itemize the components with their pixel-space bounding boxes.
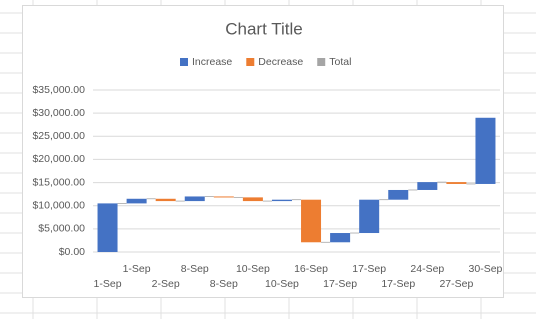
bar <box>417 182 438 190</box>
y-tick-label: $25,000.00 <box>32 130 85 142</box>
x-tick-label: 30-Sep <box>469 263 503 275</box>
x-tick-label: 10-Sep <box>265 278 299 290</box>
y-tick-label: $20,000.00 <box>32 153 85 165</box>
legend-swatch <box>180 58 188 66</box>
x-tick-label: 2-Sep <box>152 278 180 290</box>
bar <box>475 117 496 184</box>
y-tick-label: $35,000.00 <box>32 84 85 96</box>
legend-label: Total <box>329 56 351 68</box>
bar <box>97 203 118 252</box>
bar <box>155 198 176 202</box>
bar <box>213 196 234 198</box>
x-tick-label: 8-Sep <box>210 278 238 290</box>
y-tick-label: $15,000.00 <box>32 176 85 188</box>
bar <box>388 189 409 200</box>
legend-swatch <box>246 58 255 66</box>
legend-label: Increase <box>192 56 232 68</box>
legend-swatch <box>317 58 326 66</box>
x-tick-label: 17-Sep <box>381 278 415 290</box>
x-tick-label: 17-Sep <box>352 263 386 275</box>
bar <box>271 199 292 202</box>
x-tick-label: 8-Sep <box>181 263 209 275</box>
y-tick-label: $5,000.00 <box>38 223 85 235</box>
x-tick-label: 1-Sep <box>123 263 151 275</box>
chart-area[interactable] <box>22 5 504 298</box>
bar <box>184 196 205 202</box>
x-tick-label: 16-Sep <box>294 263 328 275</box>
x-tick-label: 27-Sep <box>439 278 473 290</box>
x-tick-label: 1-Sep <box>94 278 122 290</box>
bar <box>446 182 467 184</box>
y-tick-label: $10,000.00 <box>32 199 85 211</box>
bar <box>242 197 263 202</box>
bar <box>359 199 380 234</box>
chart-title: Chart Title <box>225 19 302 38</box>
x-tick-label: 24-Sep <box>410 263 444 275</box>
bar <box>301 199 322 243</box>
y-tick-label: $0.00 <box>59 246 85 258</box>
y-tick-label: $30,000.00 <box>32 107 85 119</box>
plot: $0.00 $5,000.00 $10,000.00 $15,000.00 $20,00… <box>32 56 502 290</box>
bar <box>330 233 351 243</box>
x-tick-label: 10-Sep <box>236 263 270 275</box>
legend-label: Decrease <box>258 56 303 68</box>
bar <box>126 198 147 204</box>
x-tick-label: 17-Sep <box>323 278 357 290</box>
